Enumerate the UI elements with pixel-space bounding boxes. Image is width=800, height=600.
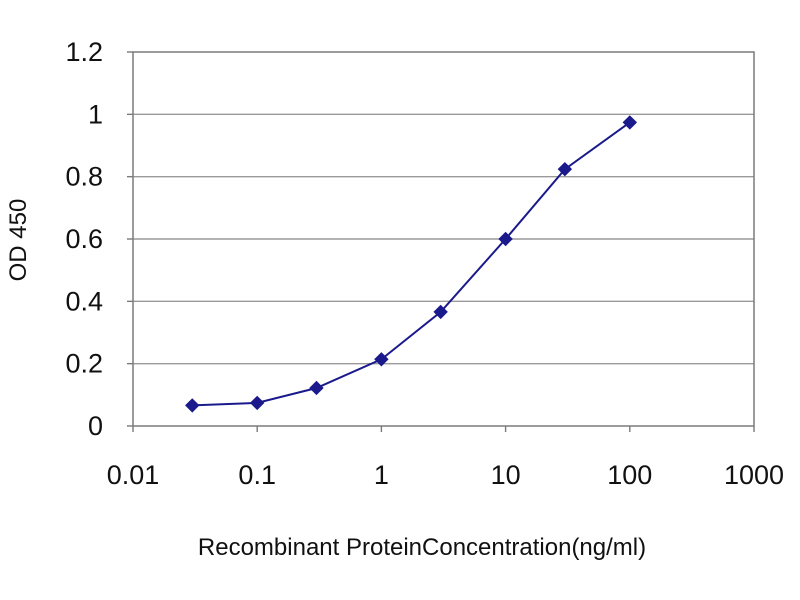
- data-point: [249, 395, 265, 411]
- y-tick-label: 1: [88, 99, 103, 129]
- data-series: [185, 115, 638, 413]
- x-tick-label: 0.01: [107, 460, 160, 490]
- y-tick-label: 0: [88, 411, 103, 441]
- data-point: [185, 398, 200, 413]
- x-tick-label: 1: [374, 460, 389, 490]
- y-tick-label: 0.4: [65, 286, 103, 316]
- series-line: [192, 121, 631, 407]
- x-tick-label: 100: [607, 460, 652, 490]
- gridlines: [133, 113, 754, 365]
- x-tick-label: 10: [491, 460, 521, 490]
- y-axis-title: OD 450: [5, 199, 32, 282]
- data-point: [433, 304, 448, 320]
- data-point: [557, 161, 573, 177]
- y-tick-label: 0.8: [65, 162, 103, 192]
- x-tick-label: 0.1: [238, 460, 276, 490]
- x-axis-title: Recombinant ProteinConcentration(ng/ml): [198, 534, 646, 561]
- y-tick-label: 0.6: [65, 224, 103, 254]
- data-point: [498, 231, 513, 247]
- axis-ticks: 0 0.2 0.4 0.6 0.8 1 1.2 0.01 0.1 1 10 100 1000: [65, 37, 784, 490]
- x-tick-label: 1000: [724, 460, 784, 490]
- data-point: [309, 380, 324, 396]
- y-tick-label: 1.2: [65, 37, 103, 67]
- data-point: [622, 115, 638, 130]
- data-point: [374, 352, 389, 367]
- y-tick-label: 0.2: [65, 349, 103, 379]
